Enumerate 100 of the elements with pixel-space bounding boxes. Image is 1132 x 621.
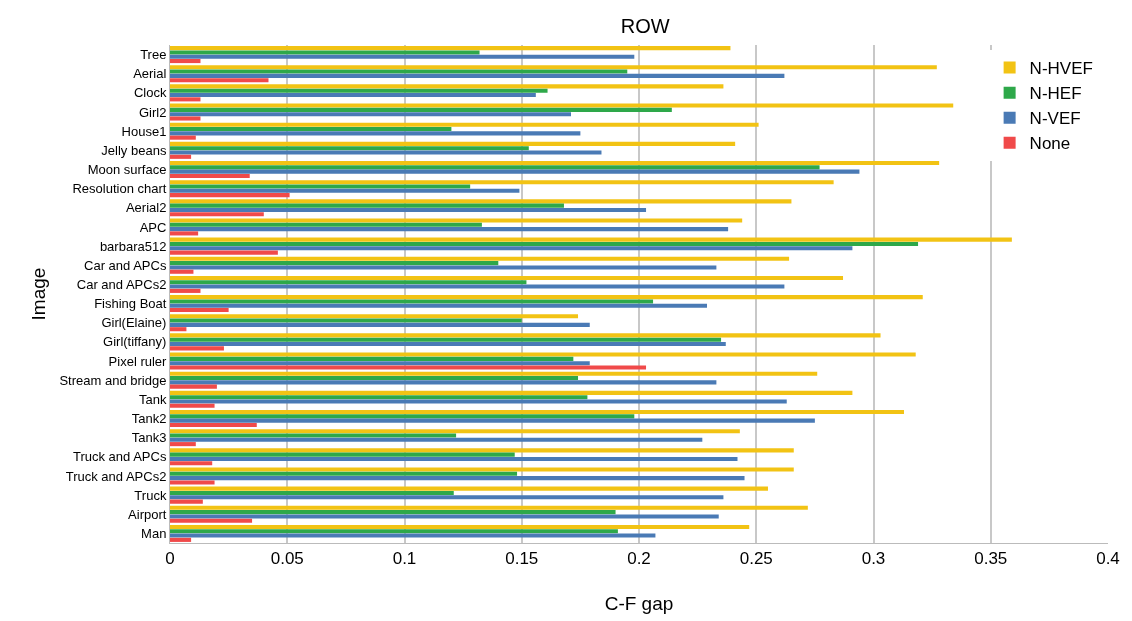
bar <box>170 403 215 408</box>
bar <box>170 154 192 159</box>
bar <box>170 318 522 323</box>
bar <box>170 524 750 530</box>
y-tick-label: Moon surface <box>87 162 167 178</box>
bar <box>170 399 787 404</box>
bar <box>170 371 818 376</box>
bar <box>170 299 654 304</box>
bar <box>170 390 853 395</box>
bar <box>170 78 269 83</box>
y-tick-label: APC <box>139 219 167 235</box>
bar <box>170 456 738 462</box>
bar <box>170 495 724 500</box>
y-tick-label: Resolution chart <box>72 181 167 197</box>
bar <box>170 88 548 93</box>
bar <box>170 50 480 55</box>
y-tick-label: Tank <box>138 391 167 407</box>
bar <box>170 58 201 64</box>
legend-label: N-HEF <box>1029 84 1082 104</box>
bar <box>170 409 904 415</box>
bar <box>170 84 724 89</box>
bar <box>170 54 635 59</box>
bar <box>170 510 616 515</box>
bar <box>170 461 213 466</box>
y-tick-label: Aerial <box>133 66 167 82</box>
bar <box>170 231 199 236</box>
bar <box>170 288 201 293</box>
bar <box>170 518 253 523</box>
bar <box>170 365 647 370</box>
bar <box>170 499 203 504</box>
bar <box>170 222 482 227</box>
y-tick-label: Truck <box>134 487 167 503</box>
bar <box>170 218 743 223</box>
x-tick-label: 0.2 <box>627 549 651 569</box>
bar <box>170 122 759 127</box>
bar <box>170 180 834 185</box>
bar <box>170 337 722 342</box>
y-tick-label: Tank2 <box>131 411 167 427</box>
bar <box>170 437 703 442</box>
bar <box>170 237 1012 242</box>
bar <box>170 514 719 519</box>
bar <box>170 384 217 389</box>
bar <box>170 265 717 270</box>
x-tick-label: 0.15 <box>505 549 539 569</box>
x-tick-label: 0.25 <box>739 549 773 569</box>
bar <box>170 203 564 208</box>
bar <box>170 103 954 108</box>
bar <box>170 207 647 213</box>
x-tick-label: 0.3 <box>861 549 886 569</box>
y-tick-label: Truck and APCs <box>72 449 167 465</box>
legend-label: N-HVEF <box>1029 59 1093 79</box>
bar <box>170 418 815 423</box>
y-tick-label: House1 <box>121 123 167 139</box>
bar <box>170 352 916 357</box>
y-tick-label: Tree <box>140 47 167 63</box>
bar <box>170 227 729 232</box>
bar <box>170 256 790 261</box>
bar <box>170 505 808 510</box>
bar <box>170 295 923 300</box>
bar <box>170 116 201 121</box>
bar <box>170 490 454 496</box>
bar <box>170 160 940 166</box>
bar <box>170 73 785 78</box>
bar <box>170 452 515 457</box>
y-tick-label: Girl2 <box>138 104 167 120</box>
bar <box>170 131 581 136</box>
bar <box>170 269 194 274</box>
bar <box>170 146 529 151</box>
chart-title: ROW <box>620 14 670 37</box>
bar <box>170 476 745 481</box>
bar <box>170 442 196 447</box>
bar <box>170 150 602 155</box>
bar <box>170 429 740 434</box>
legend-label: None <box>1029 134 1071 154</box>
bar <box>170 92 536 98</box>
bar <box>170 529 618 534</box>
bar <box>170 107 672 112</box>
bar <box>170 246 853 251</box>
bar <box>170 422 257 428</box>
bar <box>170 303 708 308</box>
bar <box>170 537 192 542</box>
y-axis-title: Image <box>28 267 50 321</box>
bar <box>170 65 937 70</box>
bar <box>170 322 590 327</box>
y-tick-label: Girl(tiffany) <box>103 334 167 350</box>
x-tick-label: 0.35 <box>974 549 1008 569</box>
bar <box>170 375 579 381</box>
bar <box>170 433 457 438</box>
x-axis-title: C-F gap <box>604 593 674 614</box>
bar <box>170 241 919 247</box>
bar <box>170 261 499 266</box>
bar <box>170 333 881 338</box>
bar <box>170 165 820 170</box>
y-tick-label: Stream and bridge <box>59 372 167 388</box>
bar <box>170 361 590 366</box>
y-tick-label: Man <box>141 525 167 541</box>
bar <box>170 135 196 140</box>
y-tick-label: barbara512 <box>99 238 167 254</box>
bar <box>170 141 736 146</box>
y-tick-label: Aerial2 <box>125 200 167 216</box>
